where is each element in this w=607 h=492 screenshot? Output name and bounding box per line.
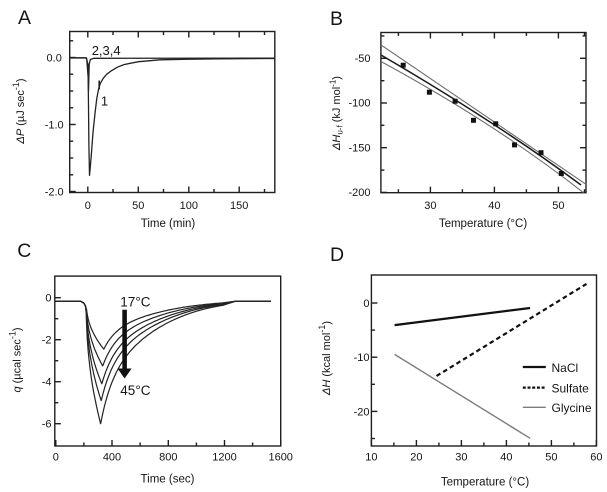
svg-text:-150: -150 bbox=[348, 142, 370, 154]
svg-text:-10: -10 bbox=[354, 352, 370, 364]
svg-text:2,3,4: 2,3,4 bbox=[92, 43, 121, 58]
svg-text:ΔP (µJ sec-1): ΔP (µJ sec-1) bbox=[11, 78, 27, 144]
svg-text:50: 50 bbox=[545, 451, 557, 463]
svg-text:45°C: 45°C bbox=[120, 383, 150, 398]
svg-text:30: 30 bbox=[455, 451, 467, 463]
svg-text:100: 100 bbox=[180, 200, 198, 212]
svg-text:50: 50 bbox=[132, 200, 144, 212]
svg-text:-200: -200 bbox=[348, 187, 370, 199]
svg-text:-50: -50 bbox=[355, 53, 371, 65]
svg-text:ΔH (kcal mol-1): ΔH (kcal mol-1) bbox=[317, 321, 333, 396]
svg-text:Sulfate: Sulfate bbox=[552, 381, 590, 395]
svg-text:NaCl: NaCl bbox=[552, 361, 579, 375]
svg-text:-6: -6 bbox=[42, 419, 52, 431]
svg-text:17°C: 17°C bbox=[120, 295, 150, 310]
svg-text:1200: 1200 bbox=[212, 451, 236, 463]
svg-text:-4: -4 bbox=[42, 377, 52, 389]
svg-text:Temperature (°C): Temperature (°C) bbox=[441, 477, 529, 489]
svg-text:50: 50 bbox=[552, 200, 564, 212]
svg-text:-100: -100 bbox=[348, 98, 370, 110]
svg-text:0: 0 bbox=[45, 293, 51, 305]
svg-text:B: B bbox=[330, 8, 343, 30]
svg-text:400: 400 bbox=[103, 451, 121, 463]
svg-text:0: 0 bbox=[363, 298, 369, 310]
svg-text:q (µcal sec-1): q (µcal sec-1) bbox=[8, 327, 24, 392]
svg-text:ΔHu-f (kJ mol-1): ΔHu-f (kJ mol-1) bbox=[329, 76, 345, 151]
svg-text:40: 40 bbox=[500, 451, 512, 463]
svg-text:0.0: 0.0 bbox=[47, 53, 62, 65]
svg-text:C: C bbox=[17, 240, 31, 262]
svg-text:60: 60 bbox=[590, 451, 602, 463]
svg-text:Time (min): Time (min) bbox=[141, 218, 196, 230]
svg-text:-2.0: -2.0 bbox=[45, 187, 64, 199]
svg-text:A: A bbox=[18, 7, 31, 29]
svg-text:20: 20 bbox=[410, 451, 422, 463]
svg-text:0: 0 bbox=[85, 200, 91, 212]
svg-text:Time (sec): Time (sec) bbox=[141, 474, 195, 486]
svg-text:Temperature (°C): Temperature (°C) bbox=[439, 218, 527, 230]
svg-text:1: 1 bbox=[101, 93, 108, 108]
svg-text:1600: 1600 bbox=[268, 451, 292, 463]
svg-text:800: 800 bbox=[159, 451, 177, 463]
svg-text:D: D bbox=[330, 244, 344, 266]
svg-text:Glycine: Glycine bbox=[552, 401, 592, 415]
svg-text:40: 40 bbox=[488, 200, 500, 212]
svg-text:150: 150 bbox=[230, 200, 248, 212]
svg-text:30: 30 bbox=[424, 200, 436, 212]
svg-text:-2: -2 bbox=[42, 335, 52, 347]
svg-text:-20: -20 bbox=[354, 406, 370, 418]
svg-text:-1.0: -1.0 bbox=[45, 120, 64, 132]
svg-text:10: 10 bbox=[365, 451, 377, 463]
svg-text:0: 0 bbox=[53, 451, 59, 463]
